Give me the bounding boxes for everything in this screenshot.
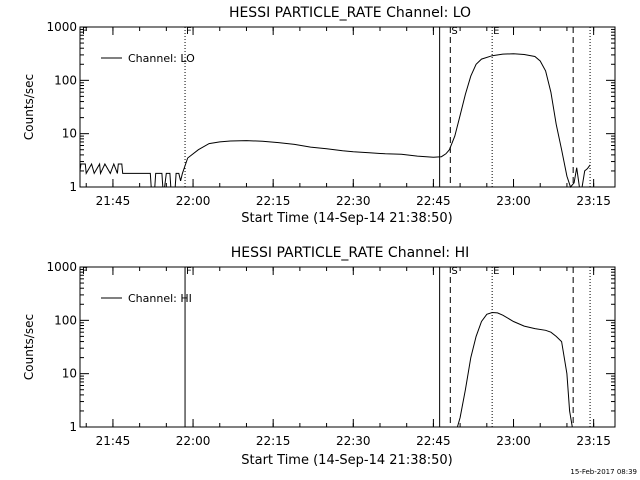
panel-hi-markers: F S EF [82, 266, 591, 427]
y-tick-label: 1 [69, 180, 77, 194]
y-tick-label: 10 [62, 127, 77, 141]
marker-label-f-left: F [82, 26, 88, 37]
panel-hi-legend: Channel: HI [101, 292, 192, 305]
panel-hi-xlabel: Start Time (14-Sep-14 21:38:50) [241, 453, 452, 468]
x-tick-label: 22:30 [336, 434, 371, 448]
marker-label-f: F [186, 266, 192, 277]
x-tick-label: 22:45 [416, 434, 451, 448]
y-tick-label: 10 [62, 367, 77, 381]
panel-hi-y-ticks: 1 10 100 1000 [46, 260, 615, 434]
y-tick-label: 100 [54, 73, 77, 87]
x-tick-label: 21:45 [96, 194, 131, 208]
x-tick-label: 21:45 [96, 434, 131, 448]
panel-lo-markers: F S EF [82, 26, 591, 187]
panel-lo-legend: Channel: LO [101, 52, 195, 65]
panel-hi: HESSI PARTICLE_RATE Channel: HI Counts/s… [22, 245, 616, 468]
marker-label-e: E [493, 266, 499, 277]
panel-lo-series-line [79, 53, 591, 188]
panel-hi-ylabel: Counts/sec [22, 314, 36, 380]
panel-hi-series-line [456, 311, 573, 428]
panel-lo-xlabel: Start Time (14-Sep-14 21:38:50) [241, 211, 452, 226]
panel-lo-title: HESSI PARTICLE_RATE Channel: LO [229, 5, 471, 21]
panel-lo-y-ticks: 1 10 100 1000 [46, 20, 615, 194]
panel-lo-frame [79, 26, 616, 188]
footer-stamp: 15-Feb-2017 08:39 [570, 468, 637, 476]
panel-lo-x-ticks: 21:45 22:00 22:15 22:30 22:45 23:00 23:15 [85, 27, 611, 208]
x-tick-label: 22:15 [256, 194, 291, 208]
x-tick-label: 22:00 [176, 194, 211, 208]
panel-lo-ylabel: Counts/sec [22, 74, 36, 140]
marker-label-s: S [451, 26, 457, 37]
x-tick-label: 22:30 [336, 194, 371, 208]
y-tick-label: 100 [54, 313, 77, 327]
marker-label-f-left: F [82, 266, 88, 277]
marker-label-e: E [493, 26, 499, 37]
x-tick-label: 23:15 [576, 194, 611, 208]
panel-hi-frame [79, 266, 616, 428]
panel-hi-legend-label: Channel: HI [128, 292, 192, 305]
y-tick-label: 1000 [46, 20, 77, 34]
panel-lo: HESSI PARTICLE_RATE Channel: LO Counts/s… [22, 5, 616, 226]
x-tick-label: 22:45 [416, 194, 451, 208]
panel-lo-legend-label: Channel: LO [128, 52, 195, 65]
x-tick-label: 23:00 [496, 194, 531, 208]
y-tick-label: 1000 [46, 260, 77, 274]
y-tick-label: 1 [69, 420, 77, 434]
panel-hi-title: HESSI PARTICLE_RATE Channel: HI [231, 245, 469, 261]
x-tick-label: 23:15 [576, 434, 611, 448]
x-tick-label: 22:15 [256, 434, 291, 448]
x-tick-label: 22:00 [176, 434, 211, 448]
panel-hi-x-ticks: 21:45 22:00 22:15 22:30 22:45 23:00 23:15 [85, 267, 611, 448]
marker-label-s: S [451, 266, 457, 277]
marker-label-f: F [186, 26, 192, 37]
x-tick-label: 23:00 [496, 434, 531, 448]
